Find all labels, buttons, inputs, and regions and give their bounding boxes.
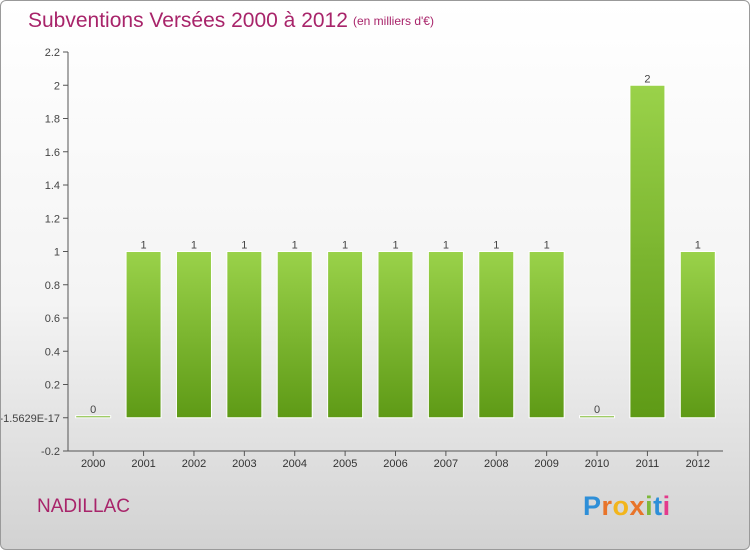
x-tick-label: 2003 xyxy=(232,458,256,470)
y-tick-label: -0.2 xyxy=(41,446,60,458)
bar xyxy=(377,251,414,419)
chart-title: Subventions Versées 2000 à 2012 xyxy=(28,9,348,32)
logo-letter: x xyxy=(629,491,646,521)
chart-bars xyxy=(75,84,716,419)
bar xyxy=(175,251,212,419)
y-tick-label: -1.5629E-17 xyxy=(1,413,60,425)
commune-name: NADILLAC xyxy=(37,496,130,517)
y-tick-label: 1.6 xyxy=(45,147,60,159)
data-label: 1 xyxy=(342,240,348,252)
data-label: 1 xyxy=(443,240,449,252)
bar xyxy=(125,251,162,419)
x-tick-label: 2011 xyxy=(636,458,660,470)
y-tick-label: 0.8 xyxy=(45,280,60,292)
bar xyxy=(327,251,364,419)
data-label: 1 xyxy=(695,240,701,252)
x-tick-label: 2012 xyxy=(686,458,710,470)
bar xyxy=(679,251,716,419)
bar xyxy=(528,251,565,419)
bar xyxy=(427,251,464,419)
bar xyxy=(226,251,263,419)
y-tick-label: 0.2 xyxy=(45,380,60,392)
chart-axes xyxy=(63,51,723,456)
y-tick-label: 1.8 xyxy=(45,114,60,126)
data-label: 1 xyxy=(241,240,247,252)
bar xyxy=(629,84,666,419)
logo-letter: P xyxy=(583,491,602,521)
x-tick-label: 2009 xyxy=(534,458,558,470)
logo-letter: t xyxy=(653,491,663,521)
y-tick-label: 2 xyxy=(54,80,60,92)
data-label: 1 xyxy=(544,240,550,252)
data-label: 1 xyxy=(392,240,398,252)
y-tick-label: 1.4 xyxy=(45,180,60,192)
chart-subtitle: (en milliers d'€) xyxy=(353,14,434,28)
bar xyxy=(75,415,112,419)
x-tick-label: 2010 xyxy=(585,458,609,470)
y-tick-label: 2.2 xyxy=(45,47,60,59)
logo-letter: i xyxy=(645,491,654,521)
data-label: 1 xyxy=(141,240,147,252)
x-tick-label: 2000 xyxy=(81,458,105,470)
y-tick-label: 1.2 xyxy=(45,213,60,225)
bar xyxy=(478,251,515,419)
x-tick-label: 2008 xyxy=(484,458,508,470)
y-tick-label: 0.4 xyxy=(45,346,60,358)
data-label: 1 xyxy=(191,240,197,252)
x-tick-label: 2004 xyxy=(282,458,306,470)
bar xyxy=(276,251,313,419)
proxiti-logo: Proxiti xyxy=(583,491,671,522)
data-label: 1 xyxy=(493,240,499,252)
data-label: 0 xyxy=(594,404,600,416)
x-tick-label: 2006 xyxy=(383,458,407,470)
x-tick-label: 2005 xyxy=(333,458,357,470)
chart-labels: -0.2 -1.5629E-17 0.2 0.4 0.6 0.8 1 1.2 1.4 1.6 1.8… xyxy=(1,47,710,470)
x-tick-label: 2002 xyxy=(182,458,206,470)
data-label: 0 xyxy=(90,404,96,416)
x-tick-label: 2007 xyxy=(434,458,458,470)
y-tick-label: 1 xyxy=(54,247,60,259)
logo-letter: o xyxy=(612,491,630,521)
logo-letter: r xyxy=(601,491,613,521)
data-label: 1 xyxy=(292,240,298,252)
x-tick-label: 2001 xyxy=(131,458,155,470)
bar xyxy=(579,415,616,419)
y-tick-label: 0.6 xyxy=(45,313,60,325)
data-label: 2 xyxy=(644,73,650,85)
logo-letter: i xyxy=(662,491,671,521)
